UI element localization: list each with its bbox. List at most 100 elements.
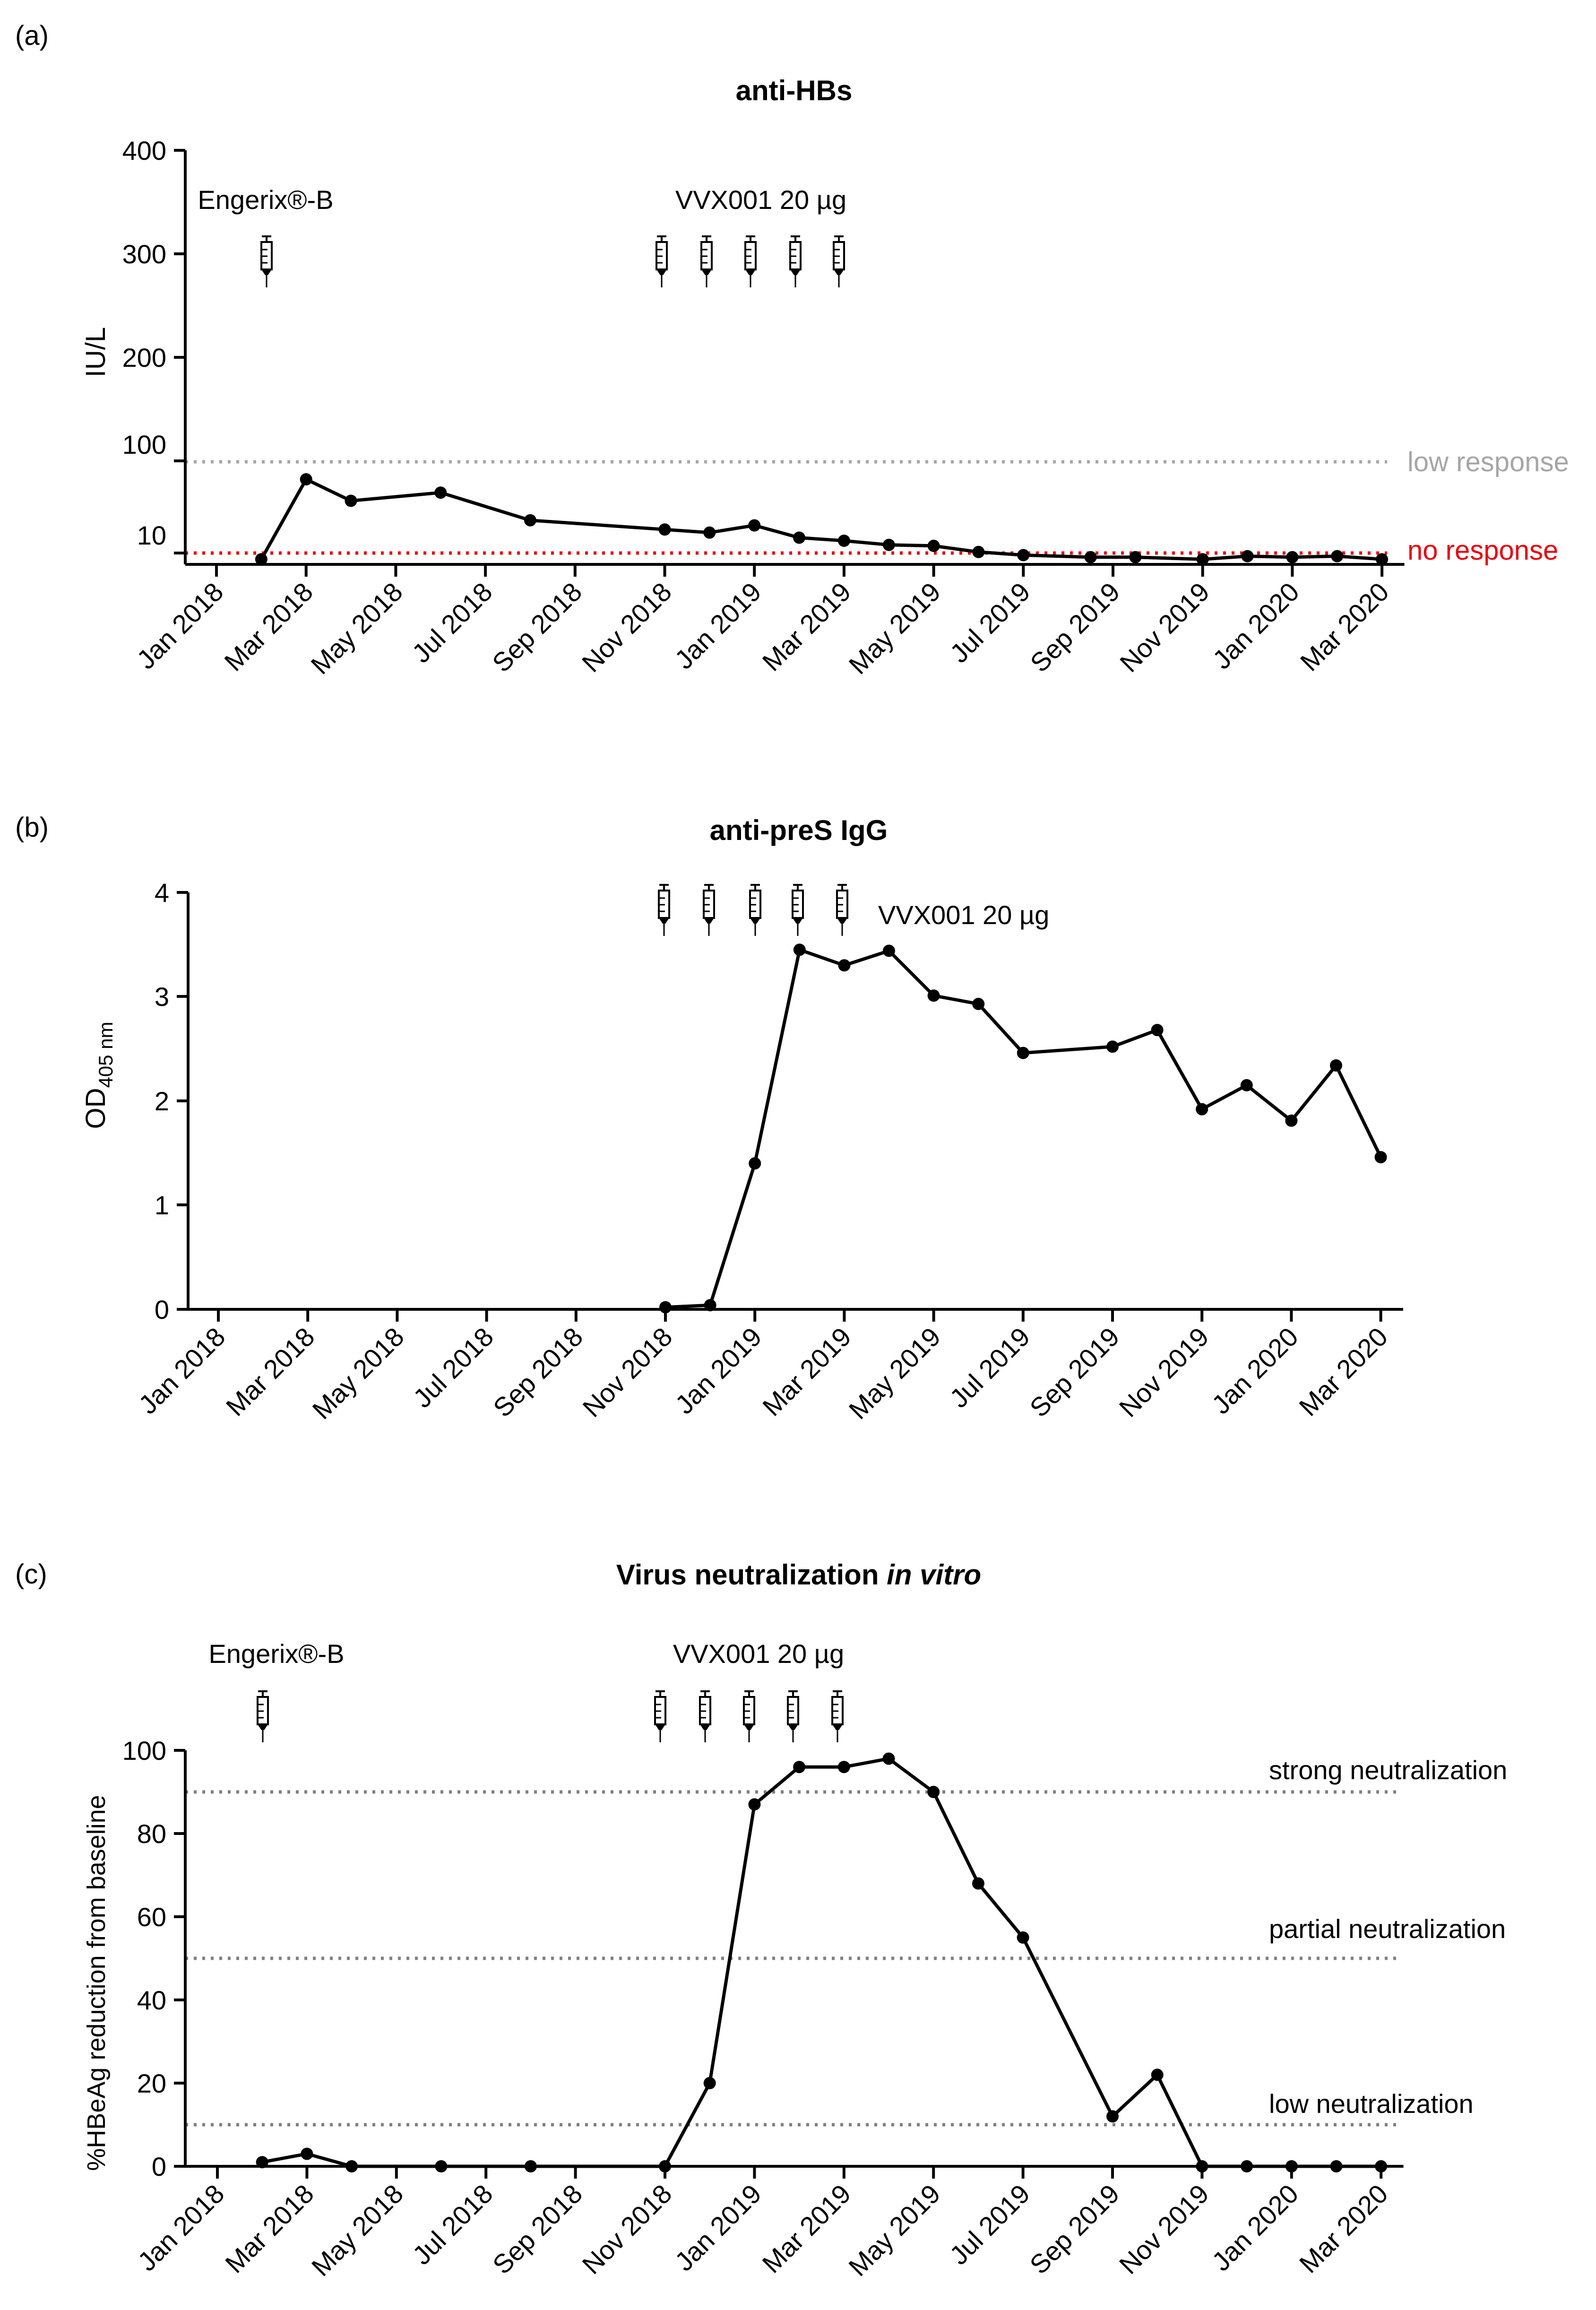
y-tick-label-c-60: 60 xyxy=(137,1902,166,1932)
y-tick-label-b-4: 4 xyxy=(155,878,169,908)
y-axis-b: 4 3 2 1 0 xyxy=(155,878,190,1324)
data-point-b xyxy=(883,944,895,957)
data-point-a xyxy=(1017,549,1030,562)
data-point-c xyxy=(927,1786,940,1798)
y-axis-label-a: IU/L xyxy=(80,327,111,377)
chart-title-a: anti-HBs xyxy=(736,75,853,106)
panel-a: (a) anti-HBs IU/L Engerix®-B VVX001 20 µ… xyxy=(15,20,1569,680)
x-tick-label-b: May 2018 xyxy=(306,1322,409,1425)
syringe-icon xyxy=(699,1690,712,1743)
x-tick-label-c: Nov 2018 xyxy=(576,2179,677,2280)
data-point-c xyxy=(1017,1931,1029,1944)
y-tick-label-a-200: 200 xyxy=(122,343,166,372)
data-point-c xyxy=(1285,2160,1298,2172)
annotation-vvx-c: VVX001 20 µg xyxy=(654,1639,844,1743)
y-axis-a: 400 300 200 100 10 xyxy=(122,136,187,564)
panel-label-a: (a) xyxy=(15,20,49,51)
x-tick-label-a: Jan 2020 xyxy=(1207,577,1304,675)
data-point-b xyxy=(1106,1040,1119,1053)
data-point-a xyxy=(434,486,447,499)
x-tick-label-b: Jan 2020 xyxy=(1206,1322,1303,1419)
panel-label-c: (c) xyxy=(15,1559,47,1590)
y-tick-label-b-2: 2 xyxy=(155,1086,169,1116)
x-tick-label-a: Jan 2019 xyxy=(669,577,767,675)
annotation-engerix-c: Engerix®-B xyxy=(208,1639,345,1743)
data-point-a xyxy=(882,538,895,551)
syringe-icon xyxy=(791,884,804,937)
series-line-a xyxy=(259,477,1382,561)
y-axis-label-c: %HBeAg reduction from baseline xyxy=(82,1795,111,2171)
chart-title-b: anti-preS IgG xyxy=(710,814,888,846)
y-axis-label-b: OD405 nm xyxy=(80,1021,117,1129)
data-point-b xyxy=(1285,1114,1298,1127)
data-point-a xyxy=(1376,553,1389,566)
data-point-a xyxy=(255,553,267,566)
data-point-b xyxy=(1374,1151,1387,1164)
x-tick-label-c: Jan 2018 xyxy=(132,2179,230,2276)
data-point-c xyxy=(1330,2160,1343,2172)
x-tick-label-c: May 2018 xyxy=(306,2179,409,2282)
x-tick-label-c: Mar 2020 xyxy=(1294,2179,1394,2279)
data-point-c xyxy=(1106,2110,1119,2123)
data-point-c xyxy=(972,1877,984,1890)
panel-label-b: (b) xyxy=(15,812,49,843)
x-tick-label-a: Mar 2020 xyxy=(1294,577,1395,677)
ref-label-strong-neutralization: strong neutralization xyxy=(1269,1755,1507,1785)
series-a xyxy=(255,473,1389,566)
data-point-b xyxy=(1017,1047,1029,1059)
x-tick-label-c: Jul 2018 xyxy=(406,2179,498,2270)
syringe-icon xyxy=(786,1690,800,1743)
data-point-c xyxy=(748,1798,761,1811)
syringe-icon xyxy=(654,1690,667,1743)
data-point-a xyxy=(1286,551,1299,563)
data-point-a xyxy=(345,494,357,507)
syringe-icon xyxy=(657,884,671,937)
data-point-c xyxy=(435,2160,448,2172)
ref-label-partial-neutralization: partial neutralization xyxy=(1269,1914,1506,1944)
data-point-a xyxy=(793,531,805,544)
data-point-a xyxy=(927,539,940,552)
x-tick-label-c: Mar 2019 xyxy=(756,2179,856,2279)
chart-title-c-main: Virus neutralization xyxy=(616,1559,879,1591)
x-tick-label-a: May 2019 xyxy=(843,577,946,680)
x-tick-label-a: Sep 2019 xyxy=(1024,577,1125,678)
x-tick-label-b: Mar 2018 xyxy=(220,1322,320,1422)
annotation-vvx-label-a: VVX001 20 µg xyxy=(675,185,846,215)
syringe-icon xyxy=(742,1690,756,1743)
data-point-b xyxy=(1330,1059,1342,1072)
data-point-c xyxy=(882,1752,895,1765)
x-tick-label-b: Mar 2020 xyxy=(1293,1322,1393,1422)
data-point-c xyxy=(1196,2160,1208,2172)
annotation-vvx-a: VVX001 20 µg xyxy=(655,185,846,288)
series-line-c xyxy=(262,1757,1381,2168)
data-point-b xyxy=(659,1301,672,1314)
data-point-a xyxy=(837,535,850,547)
syringe-icon xyxy=(744,235,757,288)
y-axis-label-b-main: OD xyxy=(80,1088,111,1129)
x-tick-label-b: Nov 2018 xyxy=(577,1322,678,1423)
syringe-icon xyxy=(655,235,668,288)
syringe-icon xyxy=(789,235,802,288)
data-point-b xyxy=(749,1157,761,1170)
y-tick-label-c-80: 80 xyxy=(137,1819,166,1849)
x-tick-label-c: Sep 2019 xyxy=(1024,2179,1125,2280)
y-axis-c: 100 80 60 40 20 0 xyxy=(122,1736,187,2181)
data-point-c xyxy=(1241,2160,1253,2172)
ref-label-no-response: no response xyxy=(1407,535,1558,566)
x-tick-label-c: May 2019 xyxy=(843,2179,946,2282)
annotation-engerix-label-a: Engerix®-B xyxy=(198,185,333,215)
data-point-a xyxy=(658,523,671,536)
y-tick-label-a-100: 100 xyxy=(122,430,166,459)
x-tick-label-c: Jan 2020 xyxy=(1206,2179,1304,2276)
data-point-c xyxy=(345,2160,358,2172)
y-tick-label-a-400: 400 xyxy=(122,136,166,165)
annotation-engerix-label-c: Engerix®-B xyxy=(208,1639,344,1669)
y-tick-label-b-3: 3 xyxy=(155,982,169,1012)
series-b xyxy=(659,943,1387,1314)
x-tick-label-b: Jan 2019 xyxy=(669,1322,767,1419)
syringe-icon xyxy=(749,884,762,937)
